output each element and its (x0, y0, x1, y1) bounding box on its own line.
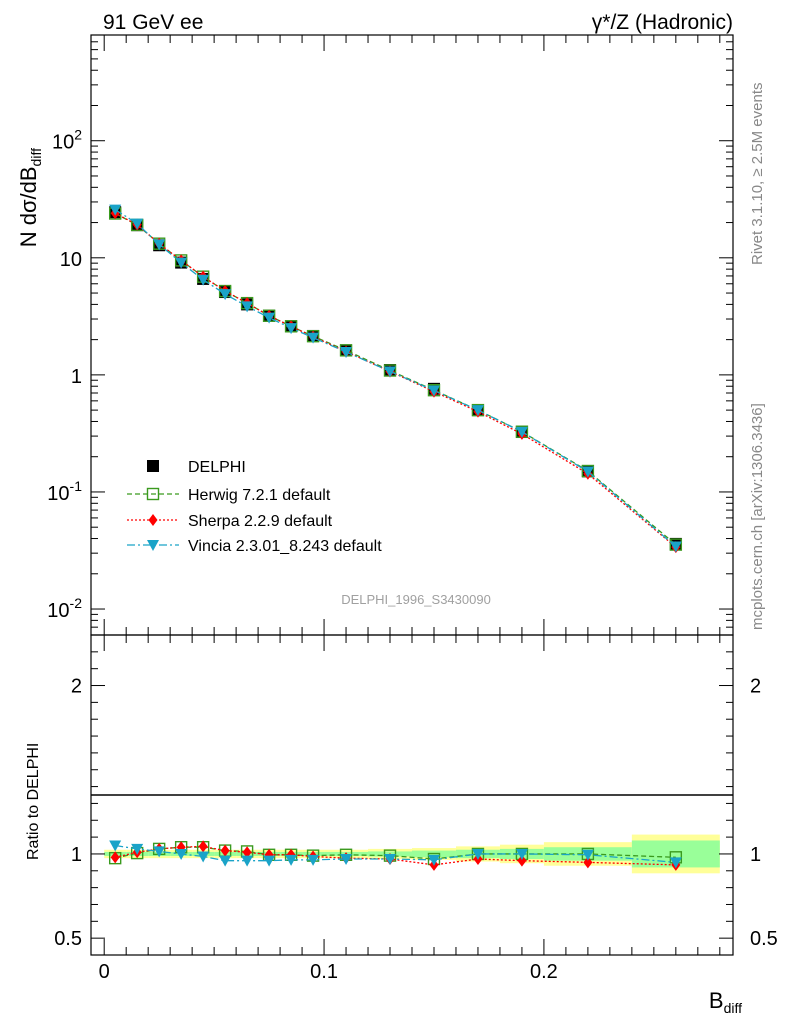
ratio-point-vincia (384, 854, 397, 865)
ratio-point-vincia (427, 854, 440, 866)
legend: DELPHI Herwig 7.2.1 default Sherpa 2.2.9 d… (127, 459, 382, 555)
ratio-point-sherpa (517, 854, 527, 867)
point-vincia (581, 466, 594, 478)
ratio-point-sherpa (198, 840, 208, 853)
legend-label-data: DELPHI (188, 459, 246, 476)
point-vincia (131, 218, 144, 230)
main-ylabel: N dσ/dBdiff (16, 148, 44, 247)
main-ytick-label: 102 (52, 127, 82, 154)
point-vincia (153, 239, 166, 251)
ratio-ytick-label-right: 0.5 (750, 928, 778, 950)
ratio-point-vincia (197, 851, 210, 863)
series-vincia (109, 204, 682, 553)
main-series-layer (108, 204, 683, 554)
point-vincia (307, 332, 320, 344)
main-ytick-exponent: -1 (70, 478, 83, 494)
ratio-xtick-label: 0.1 (310, 961, 338, 983)
ratio-point-vincia (581, 849, 594, 861)
rivet-label: Rivet 3.1.10, ≥ 2.5M events (749, 83, 766, 266)
ratio-point-vincia (285, 854, 298, 866)
point-vincia (427, 385, 440, 397)
ratio-point-vincia (471, 848, 484, 860)
ratio-point-vincia (219, 855, 232, 867)
ratio-point-vincia (340, 854, 353, 865)
main-ytick-label: 10-1 (47, 478, 82, 505)
ratio-point-vincia (241, 855, 254, 867)
point-vincia (175, 257, 188, 269)
ratio-ylabel: Ratio to DELPHI (25, 743, 42, 860)
point-vincia (384, 366, 397, 378)
point-vincia (109, 204, 122, 216)
main-ytick-base: 10 (47, 483, 69, 505)
ratio-ytick-label-right: 2 (750, 676, 761, 698)
point-vincia (285, 323, 298, 335)
main-ytick-base: 10 (47, 600, 69, 622)
watermark: DELPHI_1996_S3430090 (341, 592, 491, 607)
ratio-point-vincia (153, 846, 166, 858)
ratio-ytick-label-left: 1 (71, 844, 82, 866)
x-axis-label: Bdiff (709, 988, 742, 1016)
legend-label-herwig: Herwig 7.2.1 default (188, 487, 331, 504)
ratio-ytick-label-left: 0.5 (54, 928, 82, 950)
main-ytick-exponent: -2 (70, 595, 83, 611)
legend-marker-herwig (146, 487, 160, 501)
point-vincia (241, 301, 254, 313)
ratio-ytick-label-right: 1 (750, 844, 761, 866)
ratio-series-layer (108, 840, 683, 871)
main-ytick-label: 10-2 (47, 595, 82, 622)
mcplots-label: mcplots.cern.ch [arXiv:1306.3436] (749, 403, 766, 630)
ratio-point-vincia (307, 854, 320, 866)
main-ytick-base: 10 (52, 132, 74, 154)
ratio-frame (90, 634, 734, 956)
ratio-point-vincia (263, 855, 276, 867)
ratio-uncertainty-bands (104, 834, 720, 874)
main-ytick-exponent: 2 (74, 127, 82, 143)
ratio-point-sherpa (583, 856, 593, 869)
legend-marker-data (147, 460, 159, 472)
main-ytick-base: 1 (71, 366, 82, 388)
ratio-ytick-label-left: 2 (71, 676, 82, 698)
ratio-point-vincia (131, 843, 144, 855)
ratio-point-sherpa (110, 851, 120, 864)
ratio-series-vincia (109, 840, 682, 869)
header-left: 91 GeV ee (103, 11, 203, 34)
header-right: γ*/Z (Hadronic) (592, 11, 733, 34)
ratio-axis-ticks: 0.5 0.5 1 1 2 2 0 0.1 0.2 (54, 634, 778, 983)
legend-marker-vincia (147, 540, 159, 551)
legend-marker-sherpa (148, 514, 158, 526)
point-vincia (471, 405, 484, 417)
point-vincia (669, 541, 682, 553)
main-ytick-label: 1 (71, 366, 82, 388)
ratio-point-vincia (515, 848, 528, 860)
ratio-point-vincia (175, 848, 188, 860)
point-vincia (515, 426, 528, 438)
ratio-xtick-label: 0.2 (530, 961, 558, 983)
ratio-point-sherpa (242, 846, 252, 859)
legend-label-vincia: Vincia 2.3.01_8.243 default (188, 538, 382, 555)
ratio-point-vincia (109, 840, 122, 852)
ratio-point-sherpa (220, 844, 230, 857)
legend-label-sherpa: Sherpa 2.2.9 default (188, 513, 333, 530)
point-vincia (340, 346, 353, 358)
main-ytick-base: 10 (60, 249, 82, 271)
main-ytick-label: 10 (60, 249, 82, 271)
ratio-panel: 0.5 0.5 1 1 2 2 0 0.1 0.2 Ratio to DELPHI Bdiff (25, 634, 778, 1016)
point-vincia (197, 274, 210, 286)
point-vincia (219, 289, 232, 301)
ratio-xtick-label: 0 (99, 961, 110, 983)
point-vincia (263, 312, 276, 324)
ratio-point-vincia (669, 857, 682, 869)
